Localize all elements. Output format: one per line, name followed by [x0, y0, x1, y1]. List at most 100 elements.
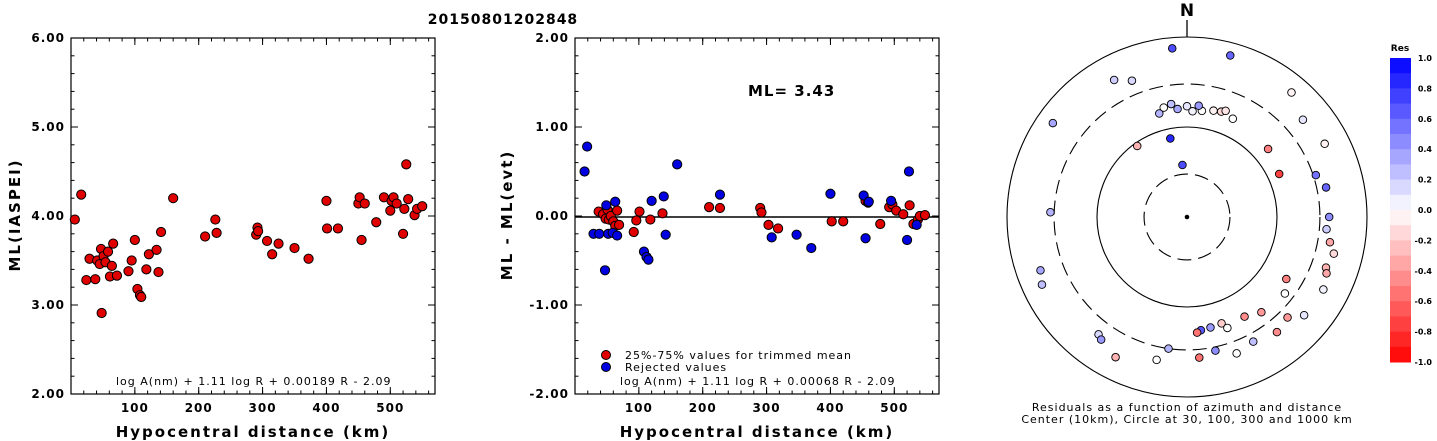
center-marker: [1184, 214, 1190, 220]
data-point: [399, 203, 410, 214]
data-point: [81, 274, 92, 286]
colorbar-cell: [1390, 331, 1411, 348]
colorbar-tick-label: -0.2: [1415, 236, 1433, 245]
station-residual-point: [1132, 141, 1142, 151]
data-point: [303, 253, 314, 264]
formula-text: log A(nm) + 1.11 log R + 0.00068 R - 2.0…: [620, 375, 895, 388]
data-point: [385, 205, 396, 216]
data-point: [401, 159, 412, 170]
map-caption-line2: Center (10km), Circle at 30, 100, 300 an…: [1021, 413, 1352, 426]
y-axis-label: ML - ML(evt): [498, 150, 516, 280]
data-point: [826, 216, 837, 227]
station-residual-point: [1036, 266, 1045, 275]
data-point: [108, 238, 119, 249]
colorbar-cell: [1390, 103, 1411, 120]
station-residual-point: [1226, 51, 1235, 60]
data-point: [645, 214, 656, 225]
data-point: [96, 307, 107, 319]
colorbar-tick-label: -0.8: [1415, 328, 1433, 337]
data-point: [838, 216, 849, 227]
station-residual-point: [1166, 134, 1175, 143]
data-point: [126, 255, 137, 266]
colorbar-cell: [1390, 179, 1411, 196]
station-residual-point: [1209, 106, 1218, 115]
data-point: [919, 210, 931, 221]
data-point: [129, 234, 140, 246]
station-residual-point: [1166, 99, 1176, 109]
y-tick-label: 4.00: [31, 209, 65, 223]
data-point: [898, 209, 909, 220]
station-residual-point: [1299, 311, 1309, 320]
data-point: [155, 226, 167, 238]
station-residual-point: [1240, 312, 1249, 321]
colorbar-tick-label: 1.0: [1418, 54, 1433, 63]
station-residual-point: [1173, 104, 1182, 114]
rejected-point: [806, 242, 817, 254]
data-point: [772, 223, 784, 234]
data-point: [76, 189, 87, 200]
y-tick-label: -2.00: [529, 387, 569, 401]
data-point: [634, 206, 645, 217]
colorbar-tick-label: 0.0: [1418, 206, 1433, 215]
x-axis-label: Hypocentral distance (km): [620, 423, 895, 441]
station-residual-point: [1159, 103, 1168, 112]
map-caption-line1: Residuals as a function of azimuth and d…: [1032, 401, 1342, 414]
data-point: [356, 234, 367, 246]
y-tick-label: 5.00: [31, 120, 65, 134]
station-residual-point: [1325, 237, 1335, 247]
axis-ticks: -2.00 -1.00 0.00 1.00 2.00 100 200 300 400 500: [529, 31, 939, 415]
ml-annotation: ML= 3.43: [748, 82, 835, 100]
rejected-point: [901, 234, 913, 246]
rejected-point: [601, 200, 612, 211]
station-residual-point: [1274, 169, 1284, 179]
rejected-point: [766, 232, 777, 243]
y-tick-label: 1.00: [535, 120, 569, 134]
station-residual-point: [1194, 101, 1203, 110]
station-residual-point: [1320, 139, 1329, 149]
colorbar-cell: [1390, 316, 1411, 333]
colorbar-cell: [1390, 225, 1411, 241]
rejected-point: [658, 191, 669, 202]
x-tick-label: 300: [753, 401, 781, 415]
rejected-point: [860, 233, 871, 244]
data-point: [253, 226, 264, 237]
station-residual-point: [1280, 289, 1290, 298]
colorbar-cell: [1390, 118, 1411, 135]
data-point: [613, 219, 625, 230]
data-point: [210, 214, 221, 225]
data-point: [321, 223, 333, 234]
rejected-point: [582, 141, 593, 152]
station-residual-point: [1127, 76, 1137, 85]
y-tick-label: 2.00: [31, 387, 65, 401]
station-residual-point: [1263, 144, 1273, 154]
data-point: [397, 228, 409, 239]
legend-label-blue: Rejected values: [625, 361, 727, 374]
data-point: [612, 205, 623, 216]
y-tick-label: 3.00: [31, 298, 65, 312]
data-point: [321, 195, 332, 206]
data-point: [273, 238, 284, 249]
colorbar-tick-label: -0.4: [1415, 267, 1433, 276]
data-point: [136, 291, 147, 303]
data-point: [359, 198, 370, 209]
legend-marker-blue: [601, 362, 611, 372]
station-residual-point: [1206, 323, 1215, 332]
data-point: [631, 215, 642, 226]
formula-text: log A(nm) + 1.11 log R + 0.00189 R - 2.0…: [116, 375, 391, 388]
colorbar-cell: [1390, 255, 1411, 272]
colorbar-cell: [1390, 346, 1411, 363]
colorbar-title: Res: [1391, 44, 1409, 54]
y-tick-label: 2.00: [535, 31, 569, 45]
colorbar-cell: [1390, 270, 1411, 287]
station-residual-point: [1182, 102, 1192, 111]
colorbar-cell: [1390, 88, 1411, 105]
rejected-point: [911, 219, 922, 230]
colorbar-cell: [1390, 240, 1411, 257]
station-residual-point: [1232, 349, 1241, 358]
x-tick-label: 100: [625, 401, 653, 415]
data-points: [69, 159, 428, 319]
data-point: [90, 274, 101, 285]
station-residual-point: [1048, 118, 1058, 128]
rejected-point: [714, 189, 726, 200]
station-residual-point: [1298, 115, 1308, 124]
